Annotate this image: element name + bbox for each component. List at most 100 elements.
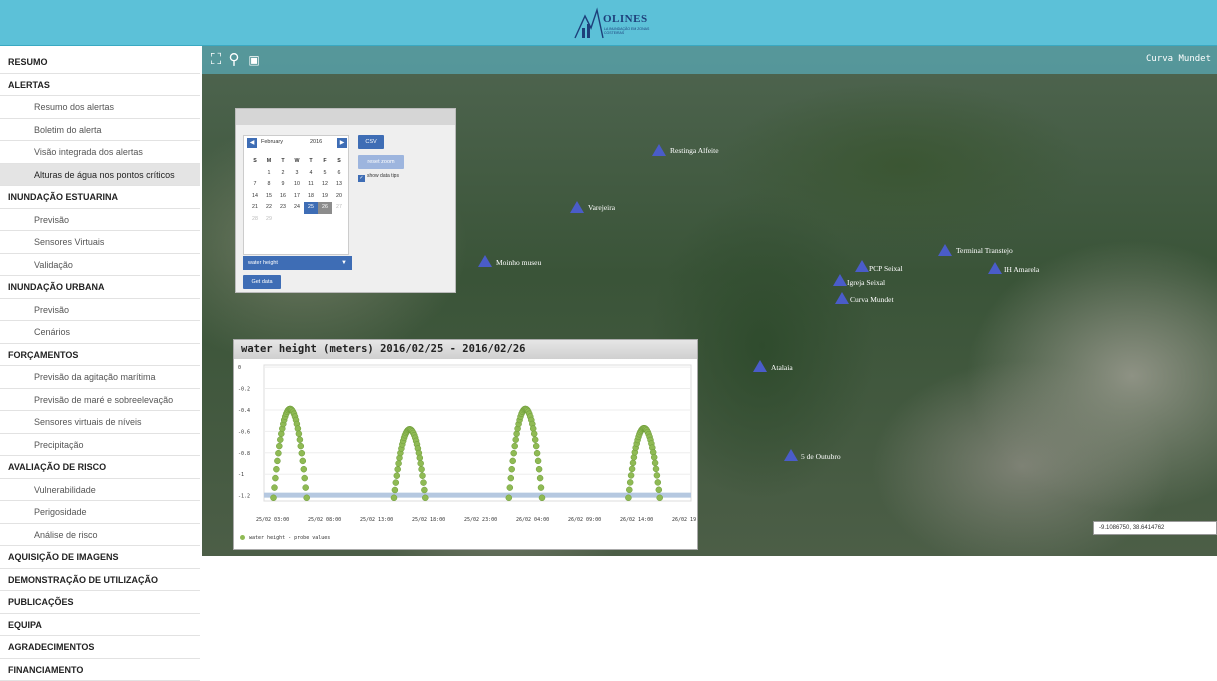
sidebar-item-3[interactable]: Boletim do alerta bbox=[0, 119, 200, 142]
reset-zoom-button[interactable]: reset zoom bbox=[358, 155, 404, 169]
fullscreen-icon[interactable]: ⛶ bbox=[208, 52, 224, 68]
layer-icon[interactable]: ▣ bbox=[246, 52, 262, 68]
station-label[interactable]: Curva Mundet bbox=[850, 295, 894, 304]
sidebar-item-2[interactable]: Resumo dos alertas bbox=[0, 96, 200, 119]
calendar-day[interactable]: 25 bbox=[304, 202, 318, 214]
get-data-button[interactable]: Get data bbox=[243, 275, 281, 289]
logo-mountain-icon bbox=[573, 6, 605, 42]
map-station-title: Curva Mundet bbox=[1146, 54, 1211, 64]
sidebar-item-17[interactable]: Precipitação bbox=[0, 434, 200, 457]
calendar-day[interactable]: 8 bbox=[262, 179, 276, 191]
sidebar-item-14[interactable]: Previsão da agitação marítima bbox=[0, 366, 200, 389]
station-marker-icon[interactable] bbox=[478, 255, 492, 267]
sidebar-item-4[interactable]: Visão integrada dos alertas bbox=[0, 141, 200, 164]
station-label[interactable]: Moinho museu bbox=[496, 258, 541, 267]
sidebar-section-6[interactable]: INUNDAÇÃO ESTUARINA bbox=[0, 186, 200, 209]
calendar-day[interactable]: 6 bbox=[332, 168, 346, 180]
calendar-day[interactable]: 9 bbox=[276, 179, 290, 191]
station-marker-icon[interactable] bbox=[835, 292, 849, 304]
station-marker-icon[interactable] bbox=[988, 262, 1002, 274]
data-point bbox=[509, 466, 515, 472]
station-marker-icon[interactable] bbox=[784, 449, 798, 461]
data-point bbox=[534, 450, 540, 456]
sidebar-item-8[interactable]: Sensores Virtuais bbox=[0, 231, 200, 254]
sidebar-section-18[interactable]: AVALIAÇÃO DE RISCO bbox=[0, 456, 200, 479]
calendar-day[interactable]: 27 bbox=[332, 202, 346, 214]
sidebar-item-7[interactable]: Previsão bbox=[0, 209, 200, 232]
calendar-day[interactable]: 12 bbox=[318, 179, 332, 191]
station-label[interactable]: IH Amarela bbox=[1004, 265, 1039, 274]
y-tick-label: -0.2 bbox=[238, 387, 250, 393]
sidebar-section-1[interactable]: ALERTAS bbox=[0, 74, 200, 97]
molines-logo[interactable]: OLINES LA INUNDAÇÃO EM ZONAS COSTEIRAS bbox=[573, 6, 653, 42]
station-marker-icon[interactable] bbox=[855, 260, 869, 272]
csv-button[interactable]: CSV bbox=[358, 135, 384, 149]
sidebar-item-15[interactable]: Previsão de maré e sobreelevação bbox=[0, 389, 200, 412]
station-marker-icon[interactable] bbox=[938, 244, 952, 256]
calendar-day[interactable]: 10 bbox=[290, 179, 304, 191]
station-marker-icon[interactable] bbox=[652, 144, 666, 156]
station-marker-icon[interactable] bbox=[570, 201, 584, 213]
calendar-day[interactable]: 16 bbox=[276, 191, 290, 203]
calendar-day[interactable]: 15 bbox=[262, 191, 276, 203]
sidebar-item-9[interactable]: Validação bbox=[0, 254, 200, 277]
calendar-day[interactable]: 24 bbox=[290, 202, 304, 214]
calendar-day[interactable]: 22 bbox=[262, 202, 276, 214]
calendar-day[interactable]: 2 bbox=[276, 168, 290, 180]
station-label[interactable]: Atalaia bbox=[771, 363, 793, 372]
search-icon[interactable]: ⚲ bbox=[226, 52, 242, 68]
sidebar-item-5[interactable]: Alturas de água nos pontos críticos bbox=[0, 164, 200, 187]
sidebar-section-22[interactable]: AQUISIÇÃO DE IMAGENS bbox=[0, 546, 200, 569]
calendar-day[interactable]: 5 bbox=[318, 168, 332, 180]
station-label[interactable]: Igreja Seixal bbox=[847, 278, 885, 287]
sidebar-section-10[interactable]: INUNDAÇÃO URBANA bbox=[0, 276, 200, 299]
sidebar-section-27[interactable]: FINANCIAMENTO bbox=[0, 659, 200, 681]
sidebar-item-11[interactable]: Previsão bbox=[0, 299, 200, 322]
station-label[interactable]: 5 de Outubro bbox=[801, 452, 841, 461]
data-point bbox=[532, 437, 538, 443]
calendar-day[interactable]: 14 bbox=[248, 191, 262, 203]
station-marker-icon[interactable] bbox=[833, 274, 847, 286]
panel-header bbox=[236, 109, 455, 125]
station-label[interactable]: Varejeira bbox=[588, 203, 615, 212]
sidebar-section-24[interactable]: PUBLICAÇÕES bbox=[0, 591, 200, 614]
sidebar-item-12[interactable]: Cenários bbox=[0, 321, 200, 344]
sidebar-section-0[interactable]: RESUMO bbox=[0, 51, 200, 74]
calendar-day[interactable]: 17 bbox=[290, 191, 304, 203]
station-label[interactable]: Restinga Alfeite bbox=[670, 146, 719, 155]
sidebar-item-20[interactable]: Perigosidade bbox=[0, 501, 200, 524]
calendar-day[interactable]: 29 bbox=[262, 214, 276, 226]
calendar-day[interactable]: 4 bbox=[304, 168, 318, 180]
calendar-day[interactable]: 19 bbox=[318, 191, 332, 203]
calendar-day[interactable]: 23 bbox=[276, 202, 290, 214]
sidebar-section-26[interactable]: AGRADECIMENTOS bbox=[0, 636, 200, 659]
calendar-day[interactable]: 21 bbox=[248, 202, 262, 214]
sidebar-item-16[interactable]: Sensores virtuais de níveis bbox=[0, 411, 200, 434]
calendar-day[interactable]: 20 bbox=[332, 191, 346, 203]
calendar-day[interactable]: 3 bbox=[290, 168, 304, 180]
variable-select[interactable]: water height ▼ bbox=[243, 256, 352, 270]
station-label[interactable]: Terminal Transtejo bbox=[956, 246, 1013, 255]
sidebar-section-13[interactable]: FORÇAMENTOS bbox=[0, 344, 200, 367]
next-month-button[interactable]: ▶ bbox=[337, 138, 347, 148]
calendar-day[interactable]: 18 bbox=[304, 191, 318, 203]
calendar-day[interactable]: 1 bbox=[262, 168, 276, 180]
sidebar-section-25[interactable]: EQUIPA bbox=[0, 614, 200, 637]
sidebar-item-21[interactable]: Análise de risco bbox=[0, 524, 200, 547]
sidebar-section-23[interactable]: DEMONSTRAÇÃO DE UTILIZAÇÃO bbox=[0, 569, 200, 592]
calendar-day[interactable]: 7 bbox=[248, 179, 262, 191]
station-label[interactable]: PCP Seixal bbox=[869, 264, 903, 273]
calendar-day[interactable]: 26 bbox=[318, 202, 332, 214]
station-marker-icon[interactable] bbox=[753, 360, 767, 372]
calendar-day[interactable]: 11 bbox=[304, 179, 318, 191]
prev-month-button[interactable]: ◀ bbox=[247, 138, 257, 148]
calendar-day[interactable]: 28 bbox=[248, 214, 262, 226]
logo-text: OLINES bbox=[603, 13, 648, 25]
calendar-day[interactable]: 13 bbox=[332, 179, 346, 191]
show-data-tips-checkbox[interactable]: ✓show data tips bbox=[358, 173, 399, 182]
sidebar-item-19[interactable]: Vulnerabilidade bbox=[0, 479, 200, 502]
